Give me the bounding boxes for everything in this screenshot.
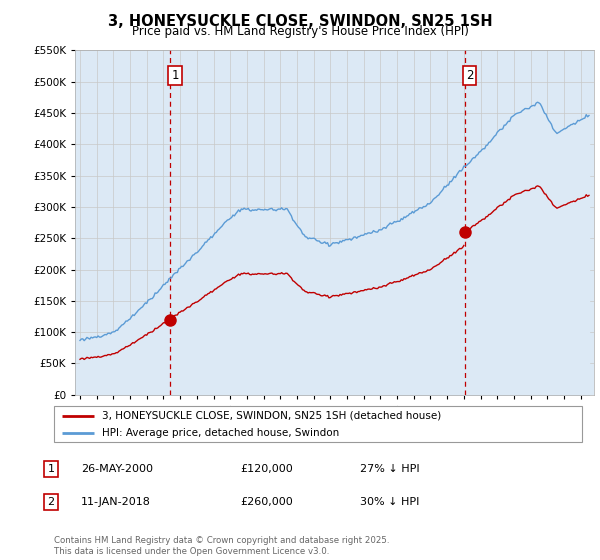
Text: 3, HONEYSUCKLE CLOSE, SWINDON, SN25 1SH (detached house): 3, HONEYSUCKLE CLOSE, SWINDON, SN25 1SH … — [101, 411, 441, 421]
Text: £120,000: £120,000 — [240, 464, 293, 474]
Text: 27% ↓ HPI: 27% ↓ HPI — [360, 464, 419, 474]
Text: HPI: Average price, detached house, Swindon: HPI: Average price, detached house, Swin… — [101, 428, 339, 437]
Text: 11-JAN-2018: 11-JAN-2018 — [81, 497, 151, 507]
Text: 26-MAY-2000: 26-MAY-2000 — [81, 464, 153, 474]
Text: 1: 1 — [172, 69, 179, 82]
Text: Contains HM Land Registry data © Crown copyright and database right 2025.
This d: Contains HM Land Registry data © Crown c… — [54, 536, 389, 556]
FancyBboxPatch shape — [54, 406, 582, 442]
Text: 2: 2 — [47, 497, 55, 507]
Text: 30% ↓ HPI: 30% ↓ HPI — [360, 497, 419, 507]
Text: 2: 2 — [466, 69, 473, 82]
Text: £260,000: £260,000 — [240, 497, 293, 507]
Text: 1: 1 — [47, 464, 55, 474]
Text: Price paid vs. HM Land Registry's House Price Index (HPI): Price paid vs. HM Land Registry's House … — [131, 25, 469, 38]
Text: 3, HONEYSUCKLE CLOSE, SWINDON, SN25 1SH: 3, HONEYSUCKLE CLOSE, SWINDON, SN25 1SH — [107, 14, 493, 29]
